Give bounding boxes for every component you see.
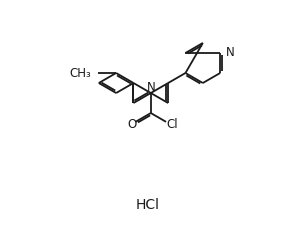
Text: Cl: Cl (166, 119, 178, 131)
Text: CH₃: CH₃ (70, 66, 92, 79)
Text: HCl: HCl (136, 198, 160, 212)
Text: N: N (147, 81, 155, 94)
Text: N: N (225, 47, 234, 60)
Text: O: O (127, 119, 136, 131)
